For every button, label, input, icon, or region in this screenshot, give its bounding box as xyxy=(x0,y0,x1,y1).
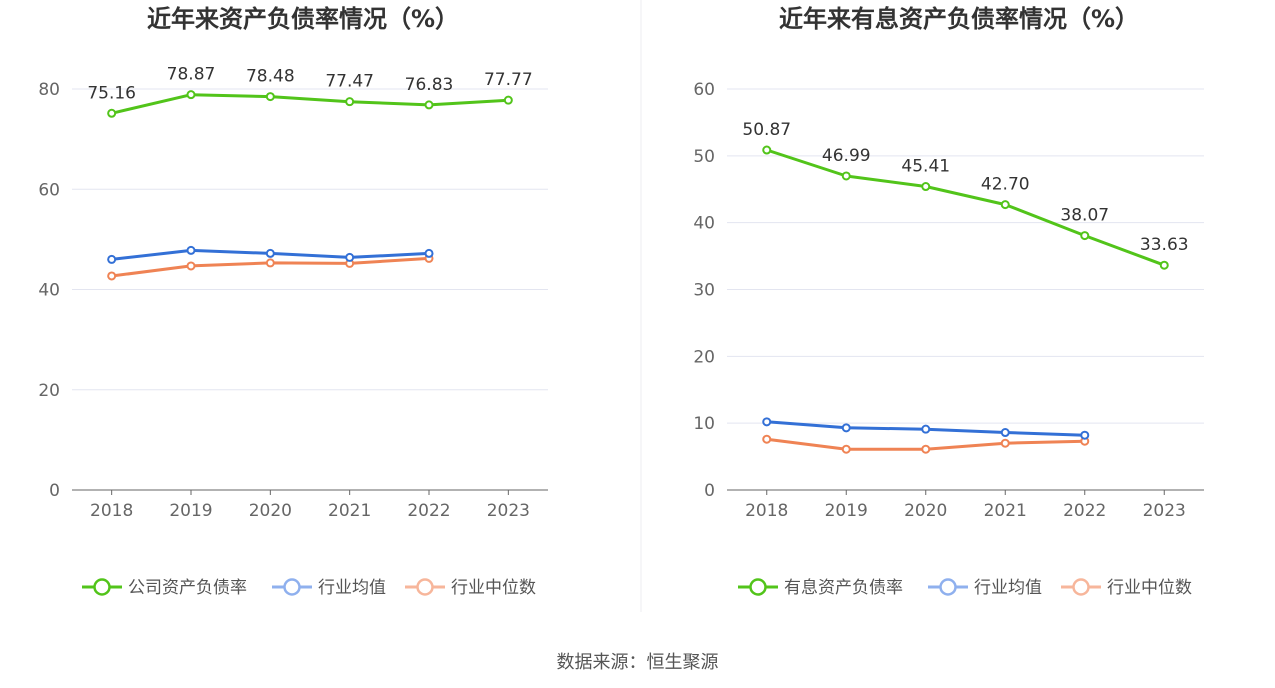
legend-label: 有息资产负债率 xyxy=(784,578,903,598)
data-label: 77.77 xyxy=(484,70,533,90)
y-tick-label: 40 xyxy=(693,214,715,234)
data-point xyxy=(1000,200,1010,210)
data-label: 33.63 xyxy=(1140,235,1189,255)
data-label: 45.41 xyxy=(901,157,950,177)
data-point xyxy=(841,444,851,454)
data-point xyxy=(1080,231,1090,241)
data-point xyxy=(265,92,275,102)
data-point xyxy=(186,245,196,255)
legend-swatch-marker xyxy=(416,578,434,596)
data-label: 78.87 xyxy=(167,65,216,85)
legend-swatch-marker xyxy=(939,578,957,596)
data-point xyxy=(1000,438,1010,448)
data-point xyxy=(345,97,355,107)
data-point xyxy=(345,252,355,262)
data-point xyxy=(186,90,196,100)
data-point xyxy=(841,171,851,181)
x-tick-label: 2019 xyxy=(825,501,868,521)
chart-title: 近年来有息资产负债率情况（%） xyxy=(779,5,1139,33)
x-tick-label: 2018 xyxy=(90,501,133,521)
data-label: 46.99 xyxy=(822,146,871,166)
data-label: 42.70 xyxy=(981,175,1030,195)
x-tick-label: 2023 xyxy=(487,501,530,521)
data-point xyxy=(424,100,434,110)
y-tick-label: 0 xyxy=(49,481,60,501)
y-tick-label: 60 xyxy=(38,180,60,200)
legend-label: 行业均值 xyxy=(318,578,386,598)
y-tick-label: 10 xyxy=(693,414,715,434)
data-label: 38.07 xyxy=(1060,206,1109,226)
data-point xyxy=(107,271,117,281)
x-tick-label: 2021 xyxy=(328,501,371,521)
series-line xyxy=(111,93,509,115)
y-tick-label: 40 xyxy=(38,281,60,301)
legend-label: 公司资产负债率 xyxy=(128,578,247,598)
data-point xyxy=(107,254,117,264)
data-label: 77.47 xyxy=(325,72,374,92)
data-point xyxy=(762,434,772,444)
legend-swatch-marker xyxy=(283,578,301,596)
chart-title: 近年来资产负债率情况（%） xyxy=(147,5,459,33)
data-point xyxy=(265,248,275,258)
x-tick-label: 2020 xyxy=(249,501,292,521)
data-point xyxy=(1000,428,1010,438)
data-label: 76.83 xyxy=(405,75,454,95)
data-point xyxy=(424,248,434,258)
data-point xyxy=(265,258,275,268)
legend-swatch-marker xyxy=(1072,578,1090,596)
source-note: 数据来源：恒生聚源 xyxy=(556,652,719,673)
y-tick-label: 60 xyxy=(693,80,715,100)
x-tick-label: 2018 xyxy=(745,501,788,521)
data-point xyxy=(1159,260,1169,270)
y-tick-label: 50 xyxy=(693,147,715,167)
legend-swatch-marker xyxy=(749,578,767,596)
data-point xyxy=(186,261,196,271)
data-point xyxy=(503,95,513,105)
data-point xyxy=(841,423,851,433)
y-tick-label: 20 xyxy=(693,347,715,367)
x-tick-label: 2023 xyxy=(1143,501,1186,521)
y-tick-label: 20 xyxy=(38,381,60,401)
x-tick-label: 2019 xyxy=(169,501,212,521)
data-label: 50.87 xyxy=(742,120,791,140)
y-tick-label: 30 xyxy=(693,281,715,301)
y-tick-label: 80 xyxy=(38,80,60,100)
data-point xyxy=(762,145,772,155)
x-tick-label: 2021 xyxy=(984,501,1027,521)
legend-label: 行业中位数 xyxy=(451,578,536,598)
series-line xyxy=(766,148,1165,267)
data-label: 75.16 xyxy=(87,83,136,103)
x-tick-label: 2022 xyxy=(1063,501,1106,521)
data-point xyxy=(1080,430,1090,440)
data-point xyxy=(921,182,931,192)
data-point xyxy=(921,424,931,434)
data-label: 78.48 xyxy=(246,67,295,87)
data-point xyxy=(107,108,117,118)
data-point xyxy=(762,417,772,427)
y-tick-label: 0 xyxy=(704,481,715,501)
data-point xyxy=(921,444,931,454)
x-tick-label: 2022 xyxy=(407,501,450,521)
legend-label: 行业中位数 xyxy=(1107,578,1192,598)
legend-swatch-marker xyxy=(93,578,111,596)
x-tick-label: 2020 xyxy=(904,501,947,521)
legend-label: 行业均值 xyxy=(974,578,1042,598)
